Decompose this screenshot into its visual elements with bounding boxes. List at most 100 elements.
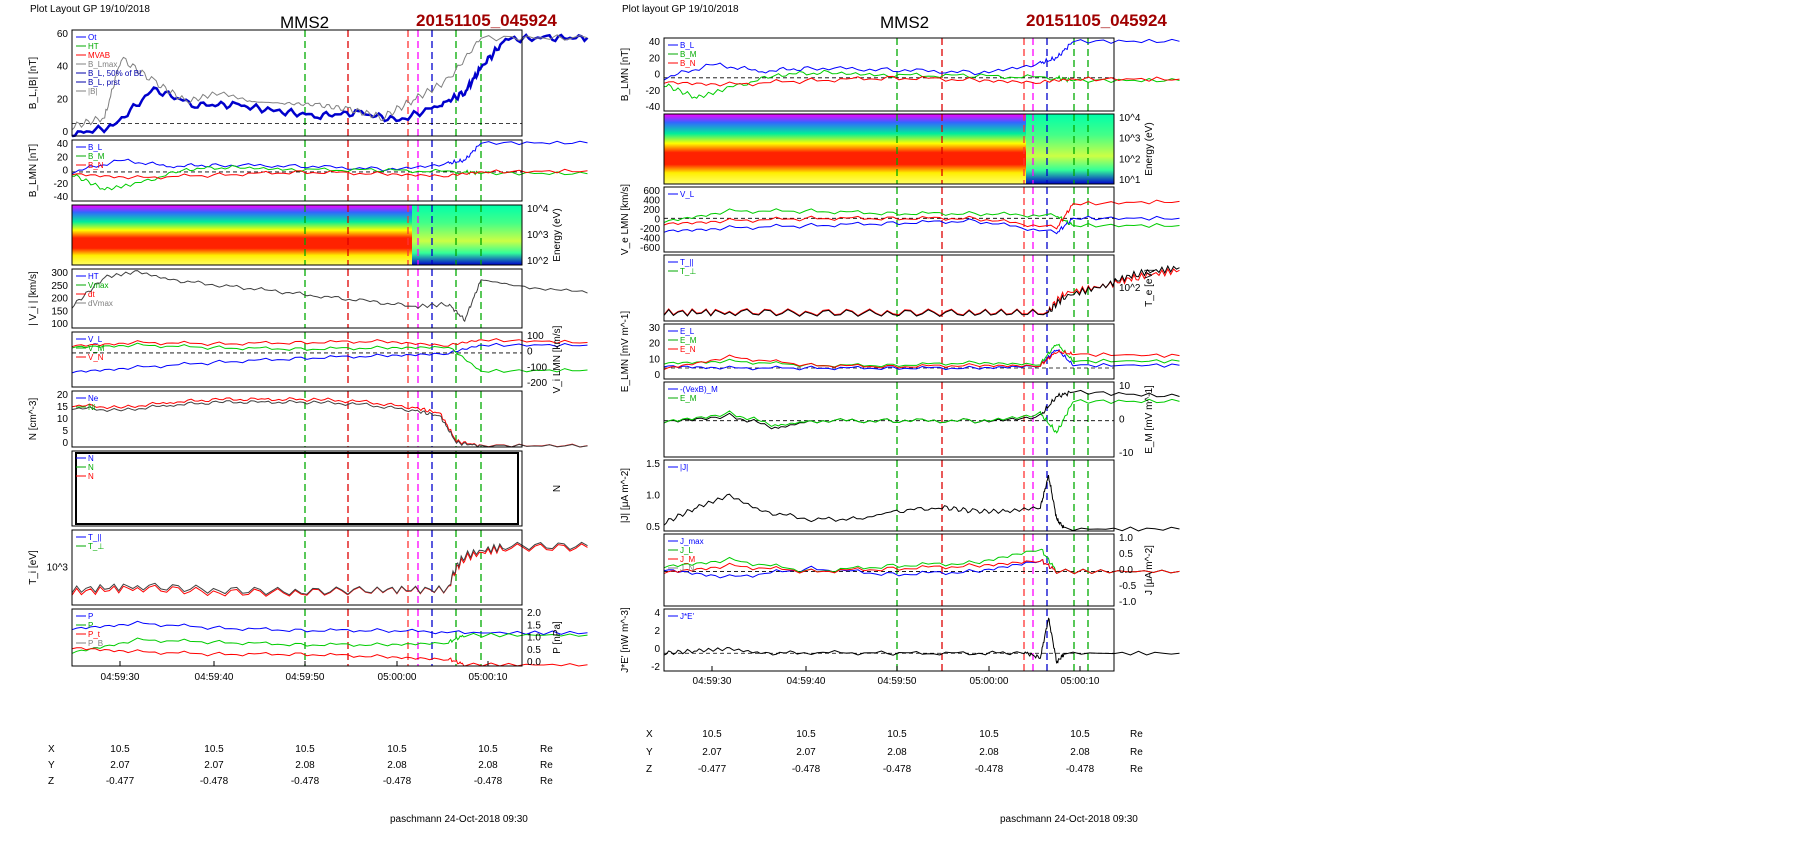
panel-5: 30 20 10 0 E_LMN [mV m^-1] E_LE_ME_N [620, 311, 1180, 392]
legend-label: B_L [88, 143, 103, 152]
ephem-value: 2.07 [110, 760, 130, 771]
x-tick-label: 05:00:10 [469, 672, 508, 683]
ephem-value: 2.07 [204, 760, 224, 771]
series-p [71, 647, 588, 667]
ephem-unit: Re [1130, 764, 1143, 775]
y-tick-label: 0 [654, 215, 660, 226]
ephem-value: 10.5 [1070, 729, 1090, 740]
y-tick-label: 15 [57, 402, 69, 413]
series-bn [71, 168, 588, 180]
y-tick-label: 0 [654, 370, 660, 381]
spectrogram-after [1026, 114, 1114, 184]
series-b [71, 34, 588, 131]
panel-7: 1.5 1.0 0.5 |J| [μA m^-2] |J| [620, 459, 1180, 533]
y-tick-label: -200 [640, 224, 660, 235]
legend-label: T_|| [88, 533, 102, 542]
y-axis-label: | V_i | [km/s] [28, 271, 39, 326]
n-panel-frame [75, 452, 519, 525]
ephem-unit: Re [1130, 729, 1143, 740]
y-axis-label: P [nPa] [552, 621, 563, 654]
legend-label: J*E' [680, 612, 694, 621]
y-tick-label: 1.0 [527, 633, 541, 644]
panel-bg [664, 255, 1114, 321]
legend-label: T_⊥ [680, 267, 696, 276]
footer-credit: paschmann 24-Oct-2018 09:30 [1000, 814, 1138, 825]
legend-label: P [88, 612, 93, 621]
panel-5: 100 0 -100 -200 V_i LMN [km/s] V_LV_MV_N [71, 325, 588, 393]
panel-bg [72, 30, 522, 136]
legend-label: dt [88, 290, 95, 299]
panel-frame [71, 529, 523, 606]
series-bm [71, 164, 588, 191]
y-tick-label: 10^3 [47, 563, 69, 574]
y-tick-label: 250 [51, 281, 68, 292]
y-tick-label: -200 [527, 378, 547, 389]
x-tick-label: 04:59:40 [787, 676, 826, 687]
event-id-title: 20151105_045924 [1026, 11, 1167, 30]
legend-label: Vmax [88, 281, 108, 290]
figure-page-2: Plot layout GP 19/10/2018 MMS2 20151105_04… [620, 4, 1180, 825]
legend-label: B_M [680, 50, 697, 59]
ephem-value: 10.5 [702, 729, 722, 740]
y-axis-label: B_L,|B| [nT] [28, 57, 39, 110]
panel-frame [663, 323, 1115, 380]
y-tick-label: 0.5 [646, 522, 660, 533]
y-tick-label: 0 [62, 438, 68, 449]
y-axis-label: T_e [eV] [1144, 269, 1155, 307]
series-vn [663, 199, 1180, 230]
panel-frame [663, 37, 1115, 112]
ephem-value: -0.478 [200, 776, 229, 787]
panel-frame [663, 254, 1115, 322]
panel-frame [663, 608, 1115, 672]
ephem-value: 2.08 [887, 747, 907, 758]
ephem-value: 10.5 [110, 744, 130, 755]
y-tick-label: -400 [640, 234, 660, 245]
series-bl [71, 140, 588, 175]
series-bn [663, 75, 1180, 87]
ephem-value: -0.477 [698, 764, 727, 775]
ephem-value: 2.08 [295, 760, 315, 771]
y-tick-label: 0 [62, 166, 68, 177]
ephem-value: 10.5 [295, 744, 315, 755]
y-axis-label: Energy (eV) [1144, 122, 1155, 175]
y-tick-label: 10 [649, 354, 661, 365]
y-tick-label: 10 [1119, 381, 1131, 392]
ephem-value: 2.08 [979, 747, 999, 758]
legend-label: dVmax [88, 299, 113, 308]
y-tick-label: 2 [654, 626, 660, 637]
ephem-value: -0.477 [106, 776, 135, 787]
y-tick-label: 600 [643, 186, 660, 197]
y-tick-label: 0.0 [1119, 565, 1133, 576]
series-pt [71, 620, 588, 636]
panel-frame [663, 381, 1115, 458]
panel-frame [71, 204, 523, 266]
legend-label: HT [88, 272, 99, 281]
ephem-label: X [48, 744, 55, 755]
series-bm [663, 69, 1180, 99]
footer-credit: paschmann 24-Oct-2018 09:30 [390, 814, 528, 825]
legend-label: P_t [88, 630, 101, 639]
ephem-value: 10.5 [979, 729, 999, 740]
legend-label: B_N [88, 161, 104, 170]
y-axis-label: B_LMN [nT] [620, 48, 631, 102]
panel-bg [72, 391, 522, 447]
y-tick-label: 0 [62, 127, 68, 138]
x-tick-label: 05:00:10 [1061, 676, 1100, 687]
ephem-value: -0.478 [1066, 764, 1095, 775]
legend-label: |J| [680, 463, 688, 472]
ephem-value: 10.5 [204, 744, 224, 755]
y-tick-label: 200 [643, 205, 660, 216]
series-vl [663, 215, 1180, 235]
legend-label: Ot [88, 33, 97, 42]
legend-label: B_M [88, 152, 105, 161]
legend-label: E_L [680, 327, 695, 336]
series-el [663, 348, 1180, 371]
y-tick-label: 20 [649, 53, 661, 64]
ephem-label: Z [646, 764, 652, 775]
legend-label: E_N [680, 345, 696, 354]
y-axis-label: T_i [eV] [28, 550, 39, 585]
series-vm [71, 342, 588, 373]
legend-label: E_M [680, 394, 697, 403]
ephem-value: 2.07 [796, 747, 816, 758]
